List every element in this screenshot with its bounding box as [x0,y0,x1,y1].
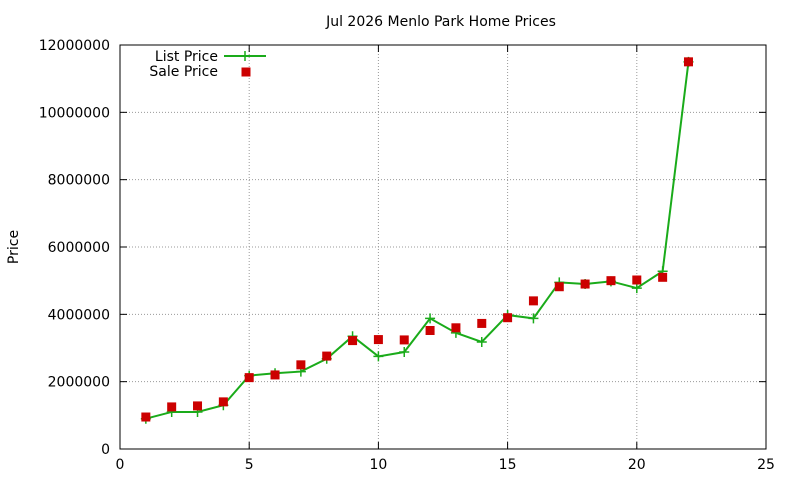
x-tick-label: 5 [245,457,254,473]
legend: List Price Sale Price [149,49,266,80]
sale-price-point [348,336,358,346]
sale-price-point [141,412,151,422]
sale-price-point [167,402,177,412]
y-tick-label: 0 [101,442,110,458]
list-price-point [425,313,436,324]
x-tick-label: 0 [116,457,125,473]
x-tick-label: 25 [757,457,775,473]
sale-price-point [373,335,383,345]
list-price-point [373,351,384,362]
sale-price-point [425,325,435,335]
y-tick-label: 10000000 [39,105,110,121]
legend-label-list-price: List Price [155,49,218,65]
chart-title: Jul 2026 Menlo Park Home Prices [325,14,556,30]
sale-price-point [218,397,228,407]
axis-layer: 0 5 10 15 20 25 0 2000000 4000000 6000000 8000000 1… [39,38,775,473]
sale-price-point [270,370,280,380]
sale-price-point [528,296,538,306]
sale-price-point [193,401,203,411]
list-price-point [631,283,642,294]
sale-price-point [580,279,590,289]
sale-price-point [658,272,668,282]
y-tick-label: 2000000 [48,375,110,391]
list-price-point [476,336,487,347]
sale-price-point [683,57,693,67]
y-tick-label: 6000000 [48,240,110,256]
sale-price-point [606,276,616,286]
y-tick-label: 8000000 [48,173,110,189]
sale-price-point [503,313,513,323]
list-price-point [399,347,410,358]
legend-marker-list-price [240,51,250,61]
sale-price-point [451,323,461,333]
sale-price-point [477,318,487,328]
sale-price-point [554,282,564,292]
series-layer [140,56,694,424]
legend-label-sale-price: Sale Price [149,64,218,80]
x-tick-label: 10 [369,457,387,473]
series-list-price-line [145,61,690,420]
list-price-point [528,313,539,324]
x-tick-label: 15 [499,457,517,473]
y-tick-label: 4000000 [48,307,110,323]
sale-price-point [322,351,332,361]
sale-price-point [399,335,409,345]
sale-price-point [296,360,306,370]
y-tick-label: 12000000 [39,38,110,54]
y-axis-label: Price [6,230,22,264]
sale-price-point [244,373,254,383]
x-tick-label: 20 [628,457,646,473]
sale-price-point [632,275,642,285]
legend-marker-sale-price [241,67,251,77]
